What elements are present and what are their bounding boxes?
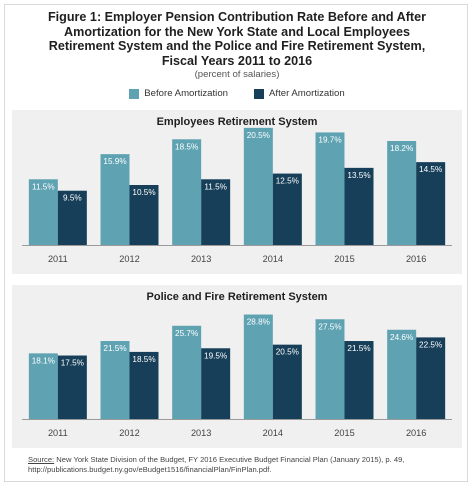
- bar-after-2012: [129, 351, 159, 419]
- bar-after-2013: [201, 348, 231, 419]
- data-label-before-2012: 15.9%: [103, 157, 126, 166]
- data-label-before-2016: 24.6%: [390, 333, 413, 342]
- figure-title: Figure 1: Employer Pension Contribution …: [47, 10, 427, 68]
- bar-after-2014: [272, 344, 302, 419]
- bar-after-2013: [201, 179, 231, 245]
- legend-label-before: Before Amortization: [144, 88, 228, 99]
- bar-before-2012: [100, 341, 130, 419]
- data-label-before-2016: 18.2%: [390, 144, 413, 153]
- bar-before-2012: [100, 154, 130, 245]
- x-tick-label-2015: 2015: [334, 254, 354, 264]
- data-label-before-2015: 27.5%: [318, 322, 341, 331]
- data-label-after-2012: 18.5%: [132, 355, 155, 364]
- bar-after-2012: [129, 185, 159, 245]
- x-tick-label-2012: 2012: [119, 428, 139, 438]
- data-label-before-2014: 20.5%: [247, 131, 270, 140]
- data-label-after-2015: 13.5%: [347, 171, 370, 180]
- data-label-before-2012: 21.5%: [103, 344, 126, 353]
- bar-before-2011: [28, 353, 58, 419]
- bar-after-2015: [344, 341, 374, 419]
- source-text: New York State Division of the Budget, F…: [28, 455, 405, 474]
- data-label-before-2011: 18.1%: [32, 356, 55, 365]
- chart-svg-police-fire: 18.1% 17.5% 2011 21.5% 18.5% 2012 25.7% 19.5% 20…: [22, 314, 452, 438]
- bar-before-2014: [243, 127, 273, 245]
- source-label: Source:: [28, 455, 55, 464]
- bar-before-2011: [28, 179, 58, 245]
- x-tick-label-2015: 2015: [334, 428, 354, 438]
- data-label-after-2015: 21.5%: [347, 344, 370, 353]
- data-label-after-2011: 17.5%: [61, 359, 84, 368]
- bar-after-2011: [57, 190, 87, 245]
- chart-title-police-fire: Police and Fire Retirement System: [146, 291, 328, 303]
- legend-item-before: Before Amortization: [129, 88, 228, 99]
- legend-swatch-before: [129, 88, 140, 99]
- chart-panel-police-fire: Police and Fire Retirement System 18.1% 1…: [12, 285, 462, 448]
- legend-label-after: After Amortization: [269, 88, 345, 99]
- bar-after-2014: [272, 173, 302, 245]
- x-tick-label-2012: 2012: [119, 254, 139, 264]
- source-note: Source: New York State Division of the B…: [28, 455, 448, 475]
- figure-subtitle: (percent of salaries): [194, 69, 280, 80]
- bar-after-2015: [344, 167, 374, 245]
- bar-before-2016: [387, 141, 417, 245]
- data-label-before-2015: 19.7%: [318, 135, 341, 144]
- data-label-after-2013: 11.5%: [204, 182, 227, 191]
- data-label-before-2013: 18.5%: [175, 142, 198, 151]
- x-tick-label-2011: 2011: [48, 428, 68, 438]
- x-tick-label-2014: 2014: [263, 254, 283, 264]
- chart-title-employees: Employees Retirement System: [156, 116, 318, 128]
- data-label-before-2011: 11.5%: [32, 182, 55, 191]
- legend: Before Amortization After Amortization: [0, 88, 474, 99]
- data-label-after-2012: 10.5%: [132, 188, 155, 197]
- data-label-after-2016: 14.5%: [419, 165, 442, 174]
- legend-swatch-after: [254, 88, 264, 99]
- bar-before-2015: [315, 132, 345, 245]
- chart-svg-employees: 11.5% 9.5% 2011 15.9% 10.5% 2012 18.5% 11.5% 201…: [22, 127, 452, 264]
- bar-after-2011: [57, 355, 87, 419]
- data-label-after-2014: 12.5%: [276, 177, 299, 186]
- bar-before-2015: [315, 319, 345, 419]
- data-label-after-2016: 22.5%: [419, 340, 442, 349]
- data-label-before-2013: 25.7%: [175, 329, 198, 338]
- x-tick-label-2011: 2011: [48, 254, 68, 264]
- data-label-after-2013: 19.5%: [204, 351, 227, 360]
- x-tick-label-2016: 2016: [406, 428, 426, 438]
- chart-panel-employees: Employees Retirement System 11.5% 9.5% 201…: [12, 110, 462, 274]
- data-label-after-2014: 20.5%: [276, 348, 299, 357]
- bar-before-2013: [172, 325, 202, 419]
- data-label-before-2014: 28.8%: [247, 318, 270, 327]
- bar-after-2016: [416, 337, 446, 419]
- x-tick-label-2014: 2014: [263, 428, 283, 438]
- legend-item-after: After Amortization: [254, 88, 345, 99]
- bar-before-2013: [172, 139, 202, 245]
- bar-after-2016: [416, 162, 446, 245]
- bar-before-2016: [387, 329, 417, 419]
- x-tick-label-2016: 2016: [406, 254, 426, 264]
- bar-before-2014: [243, 314, 273, 419]
- data-label-after-2011: 9.5%: [63, 194, 82, 203]
- x-tick-label-2013: 2013: [191, 428, 211, 438]
- x-tick-label-2013: 2013: [191, 254, 211, 264]
